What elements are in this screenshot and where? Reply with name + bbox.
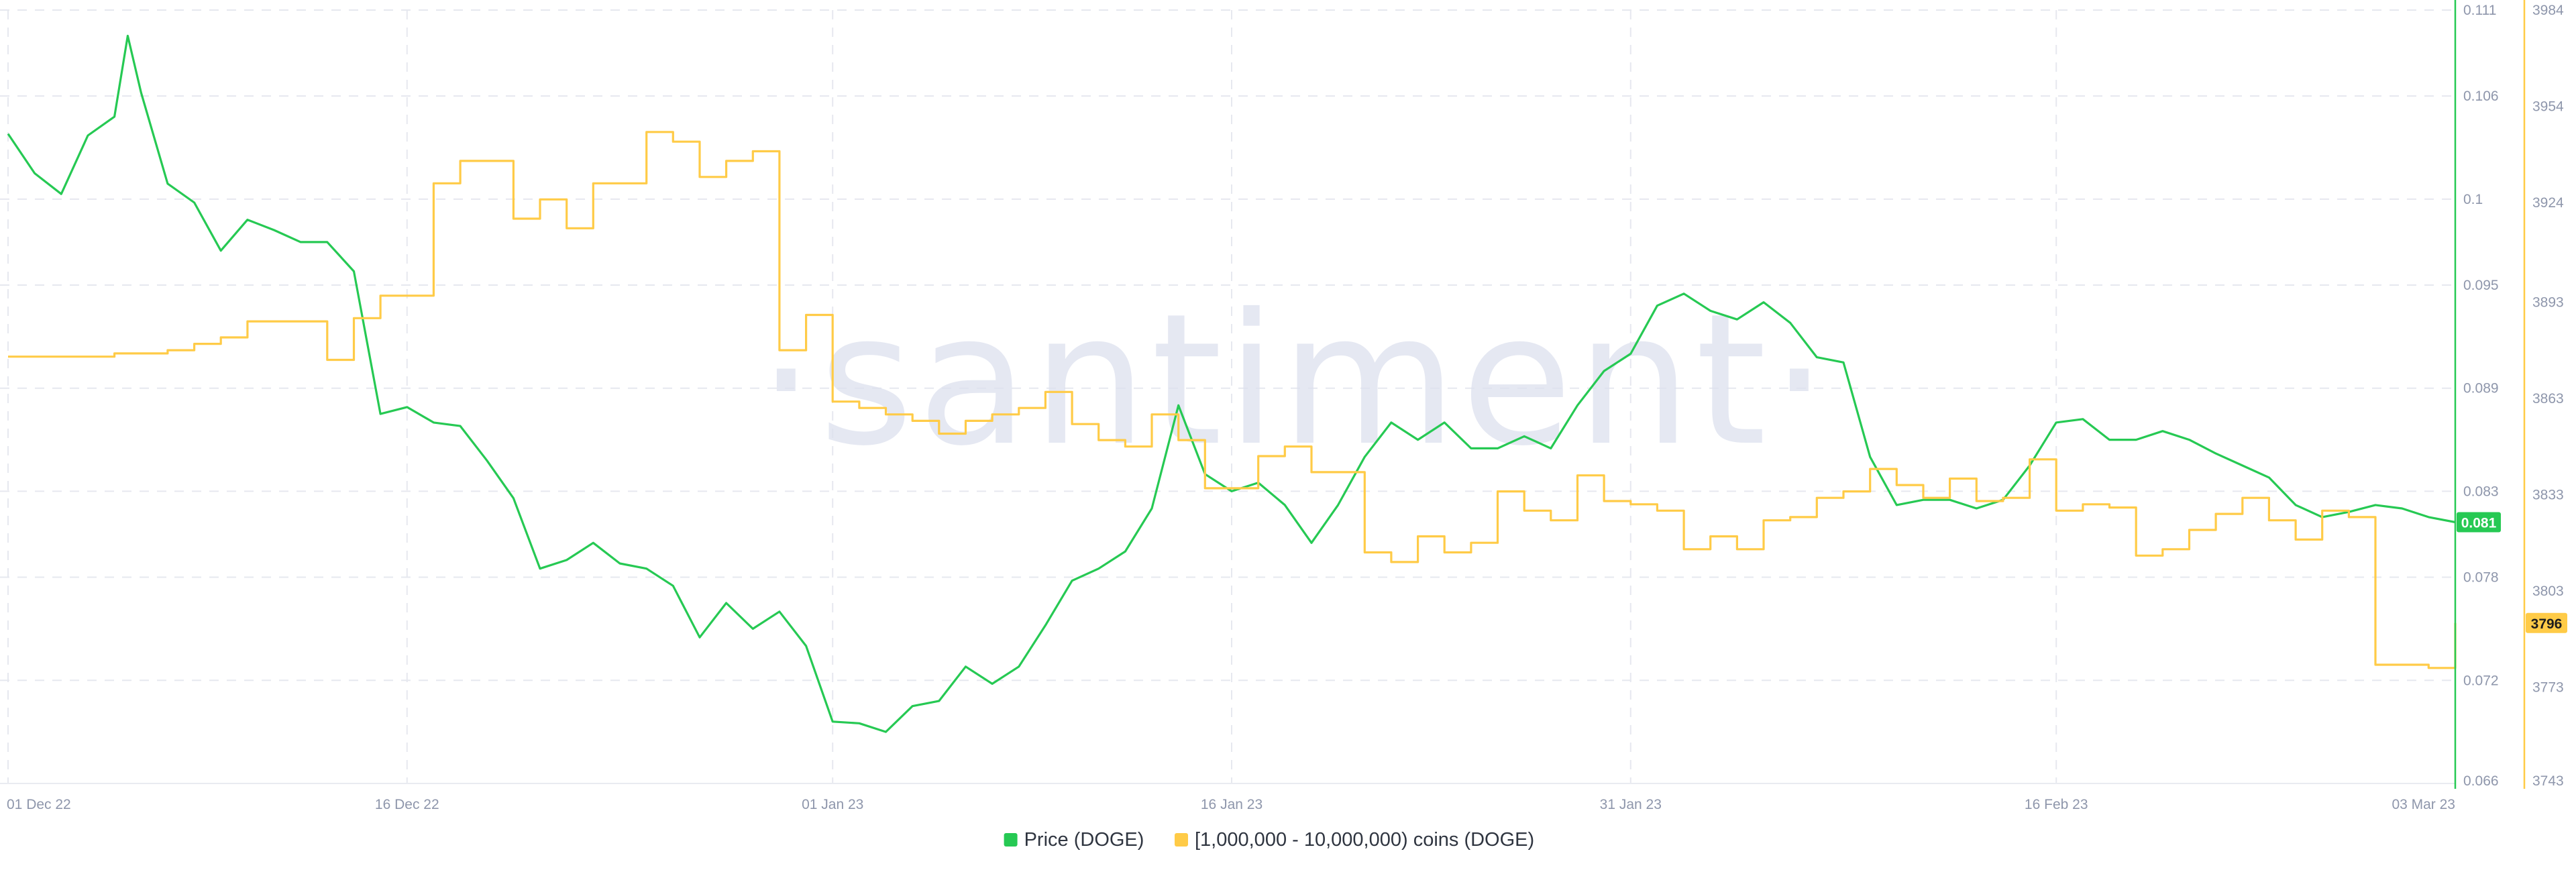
price-axis-tick-label: 0.078 bbox=[2463, 570, 2499, 586]
santiment-watermark: ·santiment· bbox=[757, 274, 1832, 486]
price-axis-tick-label: 0.089 bbox=[2463, 381, 2499, 396]
chart-legend[interactable]: Price (DOGE) [1,000,000 - 10,000,000) coi… bbox=[1004, 829, 1535, 851]
legend-label: Price (DOGE) bbox=[1024, 829, 1144, 851]
holders-line[interactable] bbox=[8, 131, 2457, 669]
price-axis-tick-label: 0.083 bbox=[2463, 484, 2499, 499]
legend-item-price[interactable]: Price (DOGE) bbox=[1004, 829, 1144, 851]
x-tick-label: 31 Jan 23 bbox=[1600, 797, 1662, 812]
chart-axes: 01 Dec 22 16 Dec 22 01 Jan 23 16 Jan 23 31 J… bbox=[0, 0, 2567, 812]
holders-axis-tick-label: 3984 bbox=[2532, 3, 2564, 18]
price-axis-tick-label: 0.095 bbox=[2463, 278, 2499, 293]
price-axis-tick-label: 0.111 bbox=[2463, 3, 2496, 18]
x-tick-label: 16 Feb 23 bbox=[2025, 797, 2088, 812]
legend-label: [1,000,000 - 10,000,000) coins (DOGE) bbox=[1195, 829, 1534, 851]
x-tick-label: 01 Dec 22 bbox=[7, 797, 71, 812]
price-axis-tick-label: 0.1 bbox=[2463, 192, 2483, 207]
legend-item-holders[interactable]: [1,000,000 - 10,000,000) coins (DOGE) bbox=[1175, 829, 1534, 851]
price-axis-tick-label: 0.066 bbox=[2463, 773, 2499, 789]
holders-axis-tick-label: 3833 bbox=[2532, 487, 2564, 502]
holders-axis-tick-label: 3773 bbox=[2532, 679, 2564, 695]
holders-axis-tick-label: 3863 bbox=[2532, 391, 2564, 406]
legend-swatch bbox=[1004, 833, 1018, 847]
holders-axis-tick-label: 3893 bbox=[2532, 294, 2564, 310]
chart-series bbox=[7, 34, 2457, 733]
holders-axis-tick-label: 3924 bbox=[2532, 195, 2564, 211]
price-current-badge bbox=[2457, 512, 2501, 533]
x-tick-label: 16 Dec 22 bbox=[375, 797, 439, 812]
holders-axis-tick-label: 3803 bbox=[2532, 584, 2564, 599]
holders-axis-tick-label: 3954 bbox=[2532, 99, 2564, 115]
price-current-value: 0.081 bbox=[2461, 516, 2497, 531]
price-line[interactable] bbox=[7, 34, 2456, 733]
holders-axis-tick-label: 3743 bbox=[2532, 773, 2564, 789]
x-tick-label: 03 Mar 23 bbox=[2392, 797, 2455, 812]
price-axis-tick-label: 0.072 bbox=[2463, 673, 2499, 688]
price-axis-tick-label: 0.106 bbox=[2463, 89, 2499, 104]
x-tick-label: 01 Jan 23 bbox=[802, 797, 863, 812]
holders-current-value: 3796 bbox=[2531, 616, 2563, 632]
legend-swatch bbox=[1175, 833, 1188, 847]
x-tick-label: 16 Jan 23 bbox=[1201, 797, 1263, 812]
holders-current-badge bbox=[2526, 612, 2567, 633]
